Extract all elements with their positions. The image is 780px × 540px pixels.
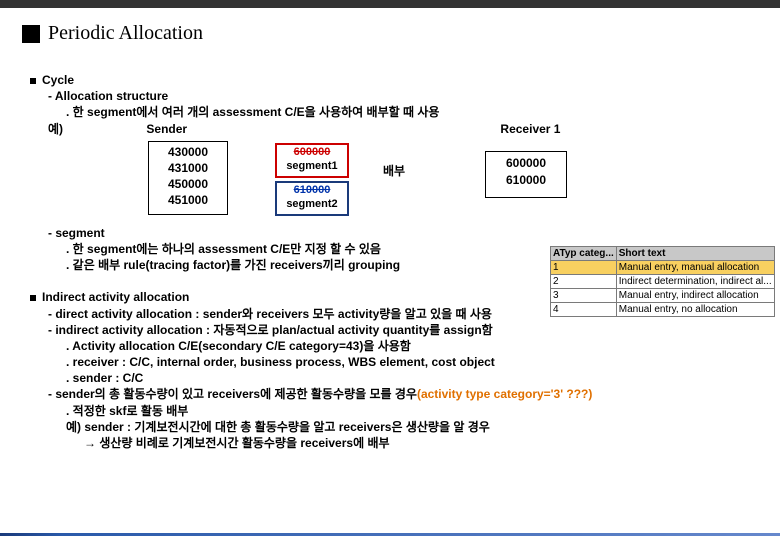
title-bullet-icon xyxy=(22,25,40,43)
cell-cat-0: 1 xyxy=(551,261,617,275)
indirect-l8: 예) sender : 기계보전시간에 대한 총 활동수량을 알고 receiv… xyxy=(66,419,760,435)
cell-text-1: Indirect determination, indirect al... xyxy=(616,275,774,289)
example-label: 예) xyxy=(48,122,63,136)
indirect-l4: . receiver : C/C, internal order, busine… xyxy=(66,354,760,370)
segment2-value: 610000 xyxy=(277,184,347,198)
allocation-diagram: 430000 431000 450000 451000 600000 segme… xyxy=(48,141,760,219)
indirect-l6b: (activity type category='3' ???) xyxy=(417,387,592,401)
indirect-l6: - sender의 총 활동수량이 있고 receivers에 제공한 활동수량… xyxy=(48,386,760,402)
alloc-desc: . 한 segment에서 여러 개의 assessment C/E을 사용하여… xyxy=(66,104,760,120)
receiver-value-0: 600000 xyxy=(486,155,566,172)
cell-text-0: Manual entry, manual allocation xyxy=(616,261,774,275)
example-row: 예) Sender Receiver 1 xyxy=(48,121,760,137)
col-header-shorttext: Short text xyxy=(616,247,774,261)
cell-cat-3: 4 xyxy=(551,303,617,317)
page-title-row: Periodic Allocation xyxy=(22,22,203,45)
table-header-row: ATyp categ... Short text xyxy=(551,247,775,261)
sender-label: Sender xyxy=(146,122,187,136)
indirect-l2: - indirect activity allocation : 자동적으로 p… xyxy=(48,322,760,338)
cell-text-2: Manual entry, indirect allocation xyxy=(616,289,774,303)
cycle-heading: Cycle xyxy=(30,72,760,88)
bottom-bar xyxy=(0,533,780,536)
cell-cat-1: 2 xyxy=(551,275,617,289)
cell-cat-2: 3 xyxy=(551,289,617,303)
sender-value-0: 430000 xyxy=(149,144,227,160)
sender-value-1: 431000 xyxy=(149,160,227,176)
atyp-table: ATyp categ... Short text 1 Manual entry,… xyxy=(550,246,775,317)
cell-text-3: Manual entry, no allocation xyxy=(616,303,774,317)
segment1-label: segment1 xyxy=(277,160,347,174)
table-row[interactable]: 2 Indirect determination, indirect al... xyxy=(551,275,775,289)
indirect-heading-text: Indirect activity allocation xyxy=(42,290,189,304)
indirect-l5: . sender : C/C xyxy=(66,370,760,386)
indirect-l7: . 적정한 skf로 활동 배부 xyxy=(66,403,760,419)
table-row[interactable]: 1 Manual entry, manual allocation xyxy=(551,261,775,275)
alloc-structure: - Allocation structure xyxy=(48,88,760,104)
segment-heading: - segment xyxy=(48,225,760,241)
cycle-heading-text: Cycle xyxy=(42,73,74,87)
segment1-box: 600000 segment1 xyxy=(275,143,349,178)
col-header-categ: ATyp categ... xyxy=(551,247,617,261)
table-row[interactable]: 4 Manual entry, no allocation xyxy=(551,303,775,317)
segment2-box: 610000 segment2 xyxy=(275,181,349,216)
indirect-l9: → 생산량 비례로 기계보전시간 활동수량을 receivers에 배부 xyxy=(84,435,760,451)
sender-value-2: 450000 xyxy=(149,176,227,192)
atyp-table-wrap: ATyp categ... Short text 1 Manual entry,… xyxy=(550,246,760,317)
top-bar xyxy=(0,0,780,8)
receiver-box: 600000 610000 xyxy=(485,151,567,198)
sender-box: 430000 431000 450000 451000 xyxy=(148,141,228,215)
table-row[interactable]: 3 Manual entry, indirect allocation xyxy=(551,289,775,303)
sender-value-3: 451000 xyxy=(149,192,227,208)
segment1-value: 600000 xyxy=(277,146,347,160)
indirect-l6a: - sender의 총 활동수량이 있고 receivers에 제공한 활동수량… xyxy=(48,387,417,401)
indirect-l3: . Activity allocation C/E(secondary C/E … xyxy=(66,338,760,354)
segment2-label: segment2 xyxy=(277,198,347,212)
distribution-label: 배부 xyxy=(383,163,405,179)
receiver-label: Receiver 1 xyxy=(500,122,560,136)
receiver-value-1: 610000 xyxy=(486,172,566,189)
page-title: Periodic Allocation xyxy=(48,22,203,45)
